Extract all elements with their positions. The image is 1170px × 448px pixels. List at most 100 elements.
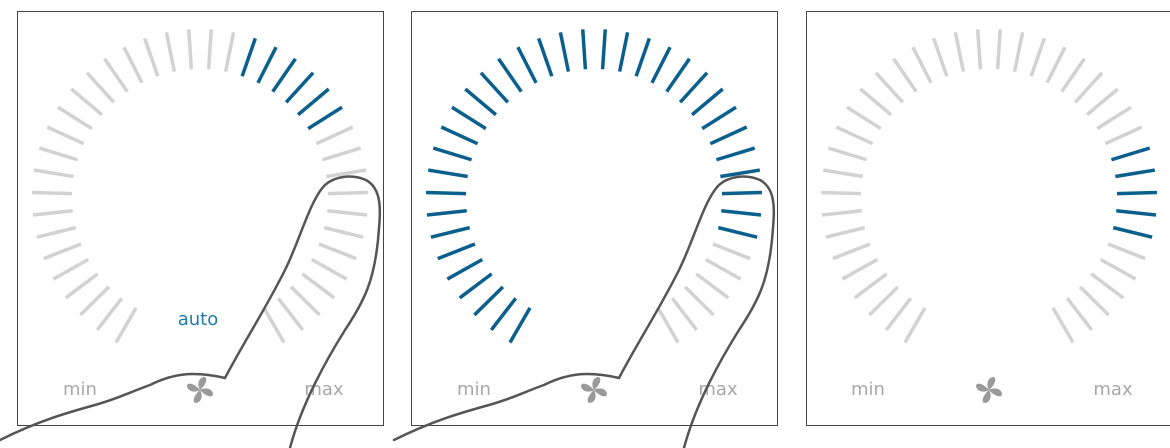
min-label: min [851, 379, 885, 400]
dial-tick [430, 225, 471, 239]
dial-tick [186, 29, 194, 70]
dial-tick [271, 57, 297, 93]
fan-icon [187, 377, 213, 403]
dial-tick [1051, 306, 1075, 344]
dial-tick [327, 190, 368, 196]
dial-tick [720, 168, 761, 179]
dial-tick [558, 32, 571, 72]
dial-tick [326, 168, 367, 179]
dial-tick [301, 272, 336, 300]
max-label: max [1093, 379, 1133, 400]
dial-tick [36, 225, 77, 239]
dial-tick [318, 242, 357, 261]
dial-tick [1012, 32, 1025, 72]
dial-tick [701, 105, 737, 131]
dial-tick [859, 87, 893, 117]
dial-tick [95, 297, 124, 332]
dial-tick [284, 71, 315, 104]
dial-tick [33, 168, 74, 179]
dial-tick [704, 257, 742, 281]
dial-tick [821, 208, 862, 217]
dial-tick [1060, 57, 1086, 93]
dial-tick [670, 297, 699, 332]
dial-tick [440, 125, 479, 146]
dial-tick [695, 272, 730, 300]
dial-tick [822, 168, 863, 179]
fan-blade [587, 390, 596, 403]
dial-tick [426, 190, 467, 196]
dial-tick [206, 29, 214, 70]
dial-tick [497, 57, 523, 93]
dial-tick [57, 105, 93, 131]
dial-tick [32, 190, 73, 196]
dial-tick [846, 105, 882, 131]
finger-outline [0, 175, 382, 448]
dial-tick [1029, 37, 1046, 77]
dial-tick [79, 285, 111, 317]
fan-blade [198, 377, 207, 390]
dial-tick [327, 208, 368, 217]
dial-tick [827, 146, 868, 162]
dial-tick [678, 71, 709, 104]
fan-icon [581, 377, 607, 403]
dial-tick [32, 208, 73, 217]
fan-icon [976, 377, 1002, 403]
dial-tick [690, 87, 724, 117]
dial-tick [256, 46, 278, 84]
dial-tick [1112, 225, 1153, 239]
dial-tick [709, 125, 748, 146]
dial-tick [1073, 71, 1104, 104]
dial-tick [516, 46, 538, 84]
dial-tick [323, 225, 364, 239]
dial-tick [307, 105, 343, 131]
fan-blade [594, 388, 607, 397]
fan-blade [581, 383, 594, 392]
dial-tick [721, 208, 762, 217]
dial-ticks [32, 29, 1157, 344]
dial-tick [114, 306, 138, 344]
dial-tick [1065, 297, 1094, 332]
dial-tick [841, 257, 879, 281]
dial-tick [432, 146, 473, 162]
dial-tick [617, 32, 630, 72]
dial-tick [868, 285, 900, 317]
panel-frame [17, 11, 384, 426]
dial-tick [122, 46, 144, 84]
dial-tick [1078, 285, 1110, 317]
dial-tick [276, 297, 305, 332]
dial-tick [712, 242, 751, 261]
dial-tick [911, 46, 933, 84]
dial-tick [1045, 46, 1067, 84]
finger-outline [392, 175, 776, 448]
finger-group [0, 175, 776, 448]
dial-tick [143, 37, 160, 77]
dial-tick [835, 125, 874, 146]
dial-tick [656, 306, 680, 344]
fan-blade [193, 390, 202, 403]
dial-tick [953, 32, 966, 72]
fan-blade [989, 388, 1002, 397]
dial-tick [64, 272, 99, 300]
fan-blade [987, 377, 996, 390]
dial-tick [932, 37, 949, 77]
fan-blade [187, 383, 200, 392]
dial-tick [650, 46, 672, 84]
dial-tick [1115, 168, 1156, 179]
dial-tick [223, 32, 236, 72]
dial-tick [38, 146, 79, 162]
dial-tick [164, 32, 177, 72]
min-label: min [63, 379, 97, 400]
dial-tick [489, 297, 518, 332]
dial-tick [717, 225, 758, 239]
dial-tick [884, 297, 913, 332]
dial-tick [315, 125, 354, 146]
dial-tick [43, 242, 82, 261]
panel-frame [411, 11, 778, 426]
dial-tick [446, 257, 484, 281]
dial-tick [1104, 125, 1143, 146]
dial-tick [874, 71, 905, 104]
dial-tick [473, 285, 505, 317]
dial-tick [508, 306, 532, 344]
dial-tick [600, 29, 608, 70]
dial-tick [715, 146, 756, 162]
